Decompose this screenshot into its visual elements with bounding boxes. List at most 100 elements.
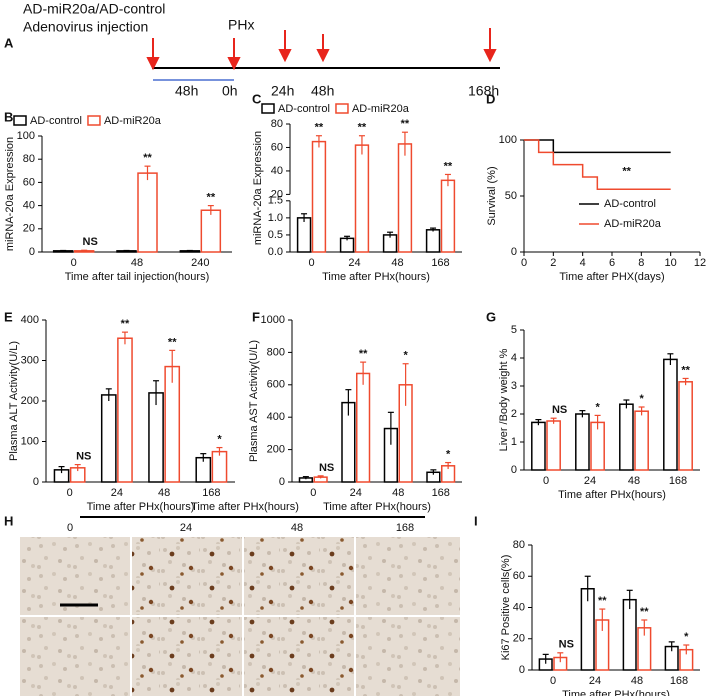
significance-label: NS: [83, 236, 98, 248]
significance-label: NS: [76, 450, 91, 462]
timepoint: 0h: [222, 83, 238, 99]
survival-curve: [524, 139, 671, 191]
legend-label: AD-miR20a: [604, 218, 662, 230]
significance-label: *: [217, 433, 222, 445]
significance-label: **: [401, 118, 410, 130]
y-tick-label: 80: [23, 153, 35, 165]
y-tick-label: 0: [511, 246, 517, 258]
bar: [531, 421, 546, 471]
legend-label: AD-control: [604, 198, 656, 210]
bar: [425, 229, 441, 253]
y-tick-label: 20: [513, 633, 525, 645]
y-tick-label: 100: [21, 435, 39, 447]
significance-label: **: [315, 122, 324, 134]
x-tick-label: 0: [521, 257, 527, 269]
x-tick-label: 48: [392, 487, 404, 499]
legend-swatch: [87, 115, 101, 126]
x-tick-label: 168: [670, 675, 688, 687]
x-axis-label: Time after tail injection(hours): [65, 271, 209, 283]
panel-a: A AD-miR20a/AD-control Adenovirus inject…: [4, 1, 500, 99]
significance-label: *: [639, 393, 644, 405]
significance-label: **: [681, 364, 690, 376]
y-tick-label: 50: [505, 190, 517, 202]
y-tick-label: 60: [271, 141, 283, 153]
significance-label: **: [168, 336, 177, 348]
column-label: 24: [180, 522, 192, 534]
x-tick-label: 0: [543, 475, 549, 487]
x-tick-label: 24: [589, 675, 601, 687]
x-tick-label: 48: [158, 487, 170, 499]
y-tick-label: 100: [17, 130, 35, 142]
significance-label: *: [595, 401, 600, 413]
bar: [296, 217, 312, 253]
y-tick-label: 200: [267, 444, 285, 456]
x-tick-label: 24: [111, 487, 123, 499]
significance-label: NS: [559, 639, 574, 651]
x-tick-label: 0: [67, 487, 73, 499]
y-tick-label: 300: [21, 354, 39, 366]
legend-swatch: [261, 103, 275, 114]
bar: [440, 179, 456, 253]
x-tick-label: 48: [131, 257, 143, 269]
legend-label: AD-control: [30, 115, 82, 127]
y-tick-label: 0: [33, 476, 39, 488]
y-tick-label: 200: [21, 395, 39, 407]
y-tick-label: 0.5: [268, 229, 283, 241]
x-tick-label: 24: [348, 257, 360, 269]
x-axis-label: Time after PHx(hours): [87, 501, 195, 513]
significance-label: *: [684, 631, 689, 643]
x-tick-label: 8: [638, 257, 644, 269]
y-axis-label: miRNA-20a Expression: [252, 131, 264, 245]
x-tick-label: 0: [308, 257, 314, 269]
x-tick-label: 48: [631, 675, 643, 687]
x-tick-label: 6: [609, 257, 615, 269]
y-tick-label: 20: [23, 223, 35, 235]
y-tick-label: 5: [511, 324, 517, 336]
y-tick-label: 60: [23, 176, 35, 188]
y-axis-label: Plasma ALT Activity(U/L): [8, 341, 20, 461]
bar: [311, 140, 327, 253]
significance-label: **: [358, 122, 367, 134]
panel-label: F: [252, 309, 260, 324]
x-tick-label: 0: [71, 257, 77, 269]
bar: [354, 144, 370, 253]
y-tick-label: 0: [519, 664, 525, 676]
y-axis-label: miRNA-20a Expression: [4, 137, 16, 251]
x-tick-label: 0: [550, 675, 556, 687]
column-label: 48: [291, 522, 303, 534]
y-tick-label: 80: [513, 539, 525, 551]
bar: [590, 421, 605, 471]
micrograph: [132, 617, 242, 696]
y-tick-label: 40: [271, 165, 283, 177]
arrows: [146, 28, 497, 71]
bar: [100, 394, 117, 483]
y-tick-label: 400: [267, 411, 285, 423]
y-tick-label: 20: [271, 188, 283, 200]
legend-label: AD-miR20a: [352, 103, 410, 115]
y-axis-label: Liver /Body weight %: [498, 348, 510, 451]
y-tick-label: 0: [279, 476, 285, 488]
y-tick-label: 0.0: [268, 246, 283, 258]
y-tick-label: 2: [511, 408, 517, 420]
x-tick-label: 168: [669, 475, 687, 487]
significance-label: **: [359, 348, 368, 360]
legend-label: AD-control: [278, 103, 330, 115]
bar: [678, 381, 693, 471]
x-tick-label: 24: [350, 487, 362, 499]
survival-curve: [524, 139, 671, 154]
x-axis-label: Time after PHx(hours): [322, 271, 430, 283]
timepoint: 168h: [468, 83, 499, 99]
y-axis-label: Ki67 Positive cells(%): [500, 555, 512, 661]
x-tick-label: 10: [665, 257, 677, 269]
significance-label: **: [143, 152, 152, 164]
y-axis-label: Survival (%): [486, 166, 498, 225]
y-tick-label: 0: [29, 246, 35, 258]
x-tick-label: 12: [694, 257, 706, 269]
legend-swatch: [13, 115, 27, 126]
significance-label: **: [444, 160, 453, 172]
x-tick-label: 48: [628, 475, 640, 487]
x-tick-label: 24: [584, 475, 596, 487]
bar: [164, 365, 181, 483]
significance-label: NS: [319, 462, 334, 474]
